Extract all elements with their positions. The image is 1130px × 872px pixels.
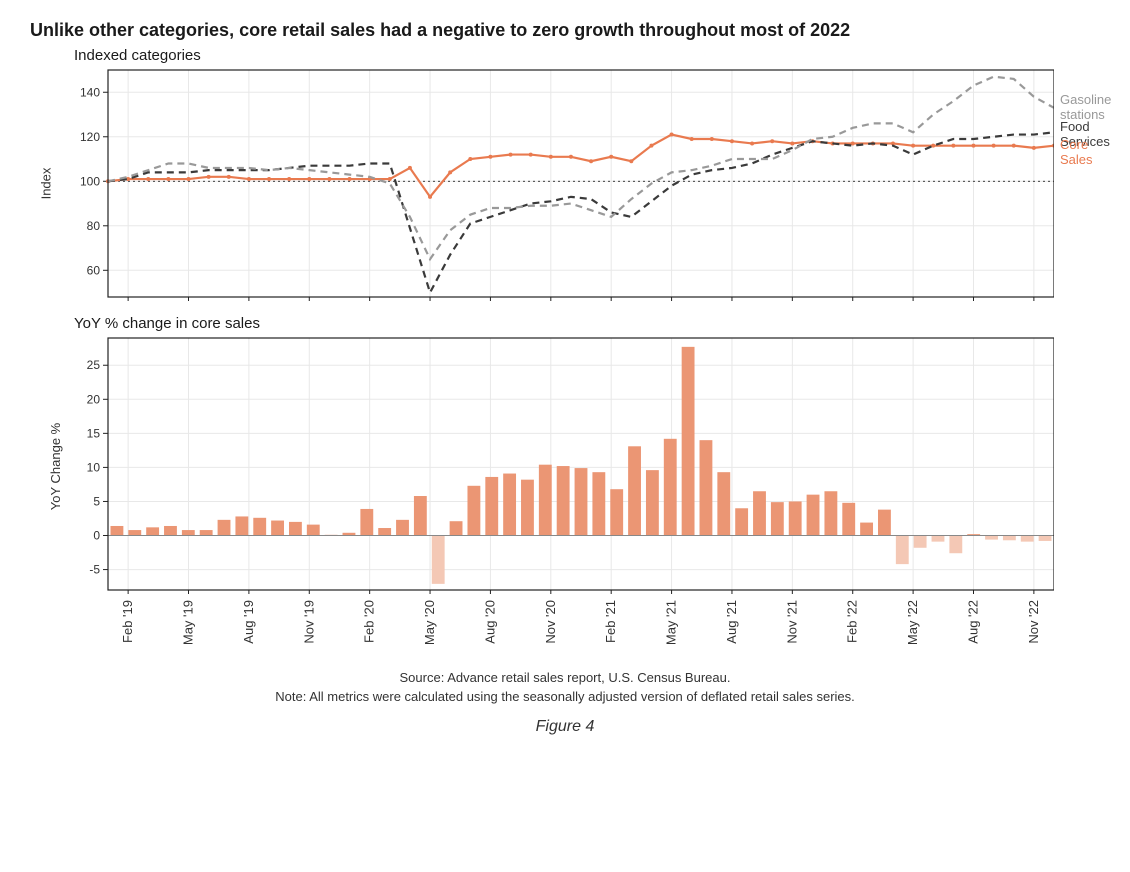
- x-tick-label: May '22: [905, 600, 920, 645]
- svg-text:-5: -5: [89, 563, 100, 577]
- svg-text:100: 100: [80, 174, 100, 188]
- svg-text:60: 60: [87, 263, 101, 277]
- x-tick-label: May '19: [181, 600, 196, 645]
- panel2-ylabel: YoY Change %: [48, 423, 63, 510]
- x-tick-label: Aug '19: [241, 600, 256, 644]
- svg-text:80: 80: [87, 219, 101, 233]
- chart-title: Unlike other categories, core retail sal…: [30, 20, 1100, 41]
- legend-core-sales: Core Sales: [1060, 137, 1100, 167]
- panel1-svg: 60 80 100 120 140: [74, 66, 1054, 301]
- panel2-svg: -5 0 5 10 15 20 25: [74, 334, 1054, 594]
- legend-gasoline-stations: Gasoline stations: [1060, 92, 1111, 122]
- note-line: Note: All metrics were calculated using …: [30, 689, 1100, 704]
- svg-text:25: 25: [87, 358, 101, 372]
- svg-text:140: 140: [80, 85, 100, 99]
- x-tick-label: Feb '22: [845, 600, 860, 643]
- x-tick-label: Nov '21: [784, 600, 799, 644]
- x-tick-label: May '21: [664, 600, 679, 645]
- svg-text:5: 5: [93, 494, 100, 508]
- x-tick-label: Feb '19: [120, 600, 135, 643]
- panel1-ylabel: Index: [38, 168, 53, 200]
- x-tick-label: Aug '20: [482, 600, 497, 644]
- x-tick-label: Feb '20: [362, 600, 377, 643]
- svg-text:15: 15: [87, 426, 101, 440]
- panel2-wrap: YoY Change % -50510152025: [74, 334, 1100, 594]
- panel2-subtitle: YoY % change in core sales: [74, 315, 1100, 332]
- svg-text:120: 120: [80, 130, 100, 144]
- x-tick-label: May '20: [422, 600, 437, 645]
- svg-text:20: 20: [87, 392, 101, 406]
- panel1-subtitle: Indexed categories: [74, 47, 1100, 64]
- x-axis-svg: Feb '19 May '19 Aug '19 Nov '19 Feb '20 May '…: [74, 594, 1054, 666]
- source-line: Source: Advance retail sales report, U.S…: [30, 670, 1100, 685]
- x-tick-label: Aug '22: [965, 600, 980, 644]
- x-tick-label: Nov '19: [301, 600, 316, 644]
- x-tick-label: Feb '21: [603, 600, 618, 643]
- svg-text:0: 0: [93, 529, 100, 543]
- figure-caption: Figure 4: [30, 718, 1100, 736]
- svg-text:10: 10: [87, 460, 101, 474]
- x-tick-label: Nov '22: [1026, 600, 1041, 644]
- x-tick-label: Nov '20: [543, 600, 558, 644]
- panel1-wrap: Index 6080100120140 Gasoline stationsFoo…: [74, 66, 1100, 301]
- x-tick-label: Aug '21: [724, 600, 739, 644]
